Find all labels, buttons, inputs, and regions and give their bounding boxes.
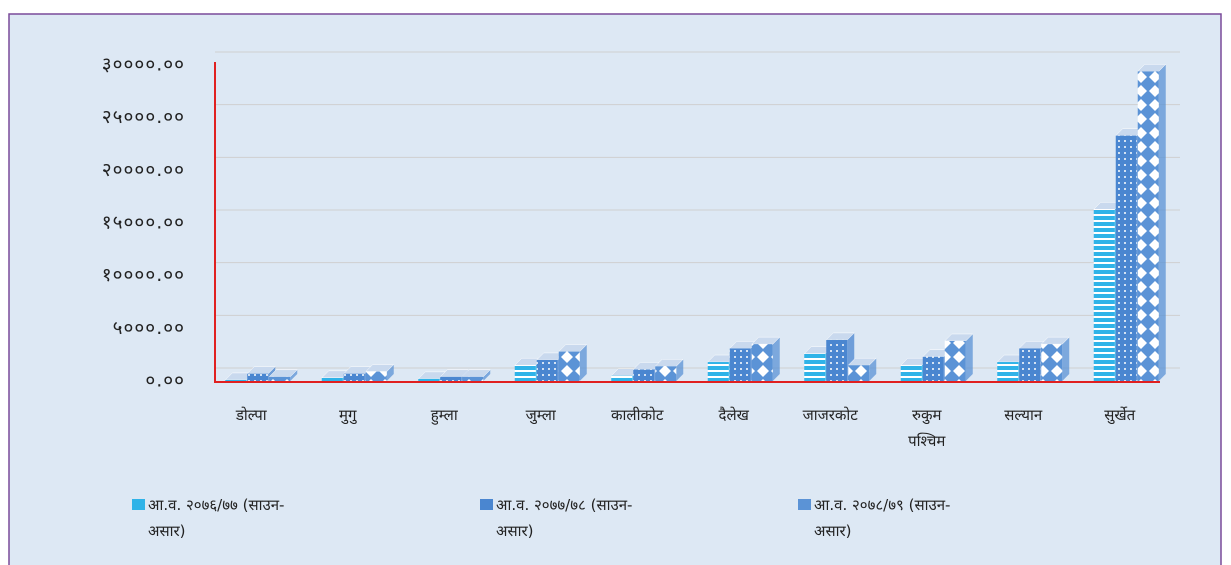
bar-side <box>965 333 973 381</box>
bar-top <box>944 333 974 342</box>
x-tick-label: सुर्खेत <box>1104 406 1135 425</box>
bar <box>1019 348 1041 381</box>
bar-side <box>1062 337 1070 381</box>
bar <box>269 376 291 381</box>
x-tick-line: कालीकोट <box>611 406 664 424</box>
bar <box>1093 209 1115 381</box>
bar <box>997 362 1019 381</box>
x-tick-line: डोल्पा <box>235 406 268 424</box>
x-tick-label: सल्यान <box>1004 406 1043 424</box>
x-tick-label: डोल्पा <box>235 406 268 424</box>
x-tick-line: मुगु <box>339 406 357 425</box>
y-tick-label: ३००००.०० <box>102 54 185 76</box>
bar <box>611 375 633 381</box>
bar <box>365 371 387 381</box>
bar <box>707 362 729 381</box>
bar <box>1041 344 1063 381</box>
bar-top <box>751 336 781 345</box>
bar <box>558 351 580 381</box>
bar <box>804 353 826 381</box>
bar <box>848 365 870 381</box>
y-tick-label: २००००.०० <box>102 159 185 181</box>
bar <box>900 365 922 381</box>
y-tick-label: ०.०० <box>145 370 185 392</box>
bar <box>225 379 247 381</box>
x-tick-label: जाजरकोट <box>803 406 859 424</box>
bar <box>944 340 966 381</box>
bar-side <box>772 337 780 381</box>
x-tick-label: हुम्ला <box>431 406 459 425</box>
bar-top <box>1040 336 1070 345</box>
x-tick-label: दैलेख <box>719 406 750 424</box>
bar-side <box>386 364 394 381</box>
bar <box>247 373 269 381</box>
bar <box>922 356 944 381</box>
x-tick-line: हुम्ला <box>431 406 459 425</box>
bar <box>514 365 536 381</box>
bar <box>1137 71 1159 381</box>
y-tick-label: ५०००.०० <box>113 317 185 339</box>
bar-side <box>579 344 587 381</box>
bar <box>536 359 558 381</box>
y-tick-label: २५०००.०० <box>102 106 185 128</box>
y-tick-label: १५०००.०० <box>102 212 185 234</box>
legend-item: आ.व. २०७८/७९ (साउन-असार) <box>798 492 998 544</box>
x-tick-label: मुगु <box>339 406 357 425</box>
bar <box>418 378 440 381</box>
x-tick-label: रुकुम पश्चिम <box>908 406 946 450</box>
x-tick-line: सल्यान <box>1004 406 1043 424</box>
bar <box>321 377 343 381</box>
bar-side <box>290 369 298 381</box>
bar <box>751 344 773 381</box>
y-tick-label: १००००.०० <box>102 264 185 286</box>
x-tick-line: रुकुम <box>912 406 942 425</box>
x-tick-label: कालीकोट <box>611 406 664 424</box>
bar-side <box>1158 64 1166 381</box>
bar <box>633 369 655 381</box>
bar <box>826 339 848 381</box>
legend-item: आ.व. २०७७/७८ (साउन-असार) <box>480 492 680 544</box>
x-tick-line: जुम्ला <box>526 406 557 425</box>
bar-side <box>483 369 491 381</box>
plot-frame <box>8 13 1222 565</box>
bar-side <box>869 358 877 381</box>
legend-swatch <box>480 499 493 510</box>
bar <box>729 348 751 381</box>
x-tick-label: जुम्ला <box>526 406 557 425</box>
bar <box>462 376 484 381</box>
legend-swatch <box>132 499 145 510</box>
legend-swatch <box>798 499 811 510</box>
legend-label: आ.व. २०७६/७७ (साउन-असार) <box>148 496 285 540</box>
bar <box>440 376 462 381</box>
x-tick-line: दैलेख <box>719 406 750 424</box>
x-tick-line: जाजरकोट <box>803 406 859 424</box>
bar-top <box>654 359 684 367</box>
legend-label: आ.व. २०७७/७८ (साउन-असार) <box>496 496 633 540</box>
bar <box>655 366 677 381</box>
legend-label: आ.व. २०७८/७९ (साउन-असार) <box>814 496 951 540</box>
x-tick-line: सुर्खेत <box>1104 406 1135 425</box>
legend-item: आ.व. २०७६/७७ (साउन-असार) <box>132 492 332 544</box>
bar <box>343 373 365 381</box>
bar <box>1115 135 1137 381</box>
x-tick-line: पश्चिम <box>908 432 946 450</box>
